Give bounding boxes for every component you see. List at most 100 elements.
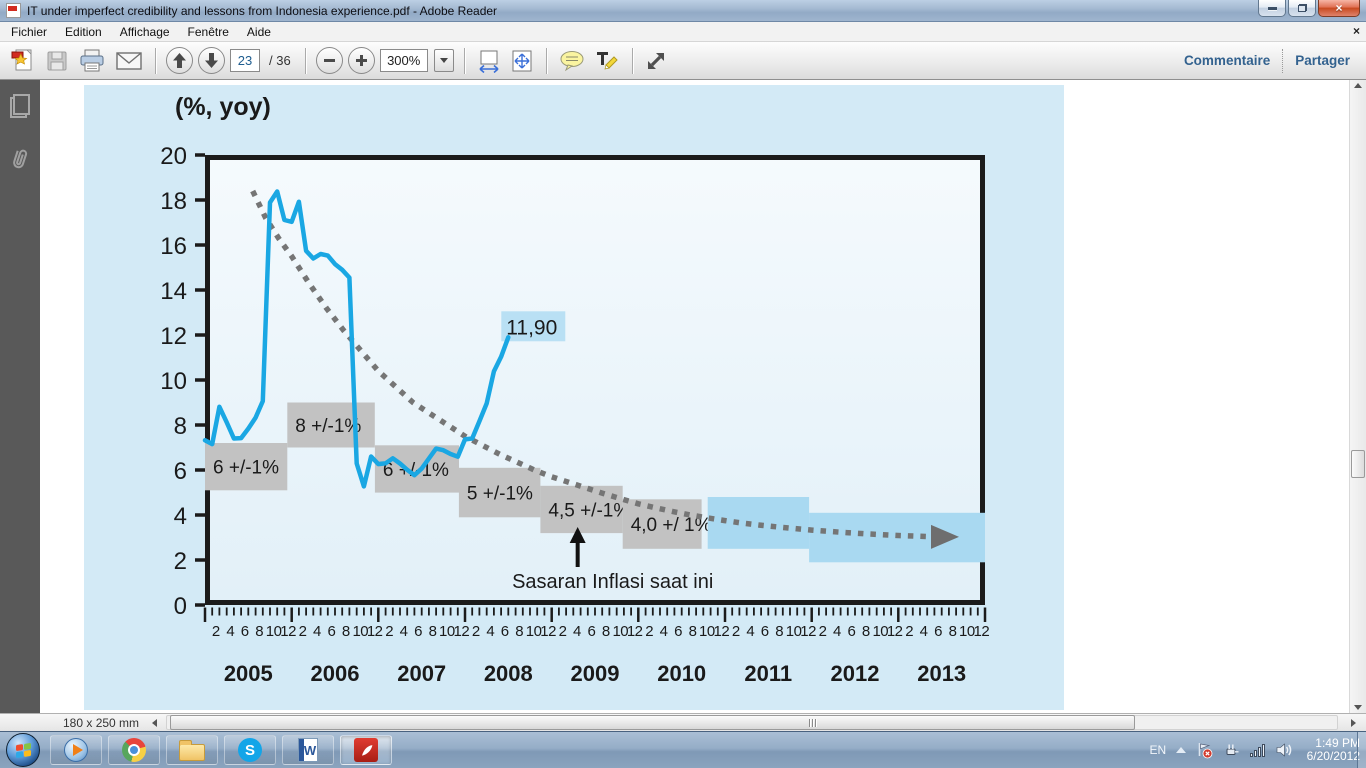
chart-title: (%, yoy) xyxy=(175,93,271,121)
month-tick-label: 4 xyxy=(833,623,841,640)
month-tick-label: 10 xyxy=(352,623,368,640)
language-indicator[interactable]: EN xyxy=(1149,743,1167,757)
year-label: 2011 xyxy=(744,661,792,686)
fit-width-button[interactable] xyxy=(475,47,503,75)
email-button[interactable] xyxy=(113,48,145,74)
menu-affichage[interactable]: Affichage xyxy=(119,24,170,39)
zoom-out-button[interactable] xyxy=(315,47,343,74)
create-pdf-button[interactable] xyxy=(8,45,38,77)
taskbar-skype[interactable]: S xyxy=(224,735,276,765)
highlight-text-button[interactable] xyxy=(592,48,622,74)
next-page-button[interactable] xyxy=(198,47,225,74)
target-band-label-2: 6 +/-1% xyxy=(383,460,449,481)
close-document-icon[interactable]: × xyxy=(1352,24,1360,38)
month-tick-label: 12 xyxy=(367,623,383,640)
email-icon xyxy=(116,51,142,70)
scroll-right-icon[interactable] xyxy=(1351,719,1356,727)
show-hidden-icons-icon[interactable] xyxy=(1176,747,1187,753)
network-signal-icon[interactable] xyxy=(1250,743,1265,757)
restore-button[interactable] xyxy=(1288,0,1316,17)
zoom-dropdown-button[interactable] xyxy=(433,49,454,72)
taskbar-windows-explorer[interactable] xyxy=(166,735,218,765)
comment-bubble-button[interactable] xyxy=(557,48,587,74)
start-button[interactable] xyxy=(6,733,40,767)
year-label: 2009 xyxy=(571,661,620,686)
month-tick-label: 2 xyxy=(645,623,653,640)
volume-speaker-icon[interactable] xyxy=(1275,742,1293,758)
share-panel-button[interactable]: Partager xyxy=(1295,53,1350,68)
month-tick-label: 10 xyxy=(959,623,975,640)
month-tick-label: 2 xyxy=(212,623,220,640)
toolbar-separator xyxy=(304,47,306,74)
target-band-label-0: 6 +/-1% xyxy=(213,458,279,479)
horizontal-scrollbar-thumb[interactable] xyxy=(170,715,1135,730)
menu-fenetre[interactable]: Fenêtre xyxy=(187,24,229,39)
taskbar-windows-media-player[interactable] xyxy=(50,735,102,765)
arrow-down-icon xyxy=(205,53,218,68)
close-button[interactable]: × xyxy=(1318,0,1360,17)
document-canvas[interactable]: 6 +/-1% 8 +/-1% 6 +/-1% 5 +/-1% 4,5 +/-1% 4,0… xyxy=(40,80,1349,713)
y-tick-label: 8 xyxy=(174,413,187,440)
clock-date: 6/20/2012 xyxy=(1306,749,1360,763)
month-tick-label: 4 xyxy=(746,623,754,640)
previous-page-button[interactable] xyxy=(166,47,193,74)
month-tick-label: 12 xyxy=(540,623,556,640)
minimize-button[interactable] xyxy=(1258,0,1286,17)
target-band-1 xyxy=(287,402,375,448)
month-tick-label: 4 xyxy=(660,623,668,640)
zoom-in-button[interactable] xyxy=(347,47,375,74)
vertical-scrollbar[interactable] xyxy=(1349,80,1366,713)
restore-icon xyxy=(1297,4,1307,12)
menu-fichier[interactable]: Fichier xyxy=(11,24,48,39)
action-center-flag-icon[interactable] xyxy=(1196,742,1213,759)
month-tick-label: 8 xyxy=(602,623,610,640)
zoom-level-input[interactable]: 300% xyxy=(379,49,428,72)
safely-remove-hardware-icon[interactable] xyxy=(1223,742,1240,759)
page-number-input[interactable]: 23 xyxy=(230,49,260,72)
fit-page-icon xyxy=(512,50,532,71)
y-tick-label: 16 xyxy=(160,233,187,260)
vertical-scrollbar-thumb[interactable] xyxy=(1351,450,1365,478)
attachments-paperclip-icon[interactable] xyxy=(8,146,32,174)
window-title: IT under imperfect credibility and lesso… xyxy=(27,3,498,18)
y-tick-label: 0 xyxy=(174,593,187,620)
taskbar-adobe-reader[interactable] xyxy=(340,735,392,765)
year-label: 2007 xyxy=(397,661,446,686)
taskbar-google-chrome[interactable] xyxy=(108,735,160,765)
comment-panel-button[interactable]: Commentaire xyxy=(1183,53,1271,68)
month-tick-label: 12 xyxy=(714,623,730,640)
month-tick-label: 6 xyxy=(241,623,249,640)
month-tick-label: 8 xyxy=(689,623,697,640)
taskbar-clock[interactable]: 1:49 PM 6/20/2012 xyxy=(1307,737,1360,763)
taskbar-microsoft-word[interactable]: W xyxy=(282,735,334,765)
month-tick-label: 6 xyxy=(934,623,942,640)
scroll-up-icon[interactable] xyxy=(1354,83,1362,88)
y-tick-label: 2 xyxy=(174,548,187,575)
menubar: Fichier Edition Affichage Fenêtre Aide × xyxy=(0,22,1366,42)
annotation-text: Sasaran Inflasi saat ini xyxy=(512,571,713,593)
scroll-down-icon[interactable] xyxy=(1354,705,1362,710)
month-tick-label: 6 xyxy=(587,623,595,640)
scroll-left-icon[interactable] xyxy=(152,719,157,727)
microsoft-word-icon: W xyxy=(298,738,318,762)
print-button[interactable] xyxy=(76,46,108,76)
chevron-down-icon xyxy=(439,58,448,63)
month-tick-label: 8 xyxy=(862,623,870,640)
month-tick-label: 6 xyxy=(847,623,855,640)
menu-edition[interactable]: Edition xyxy=(65,24,102,39)
show-desktop-button[interactable] xyxy=(1357,732,1366,768)
highlight-text-icon xyxy=(596,51,618,69)
fullscreen-button[interactable] xyxy=(643,48,669,74)
menu-aide[interactable]: Aide xyxy=(246,24,271,39)
month-tick-label: 2 xyxy=(299,623,307,640)
month-tick-label: 8 xyxy=(949,623,957,640)
month-tick-label: 4 xyxy=(573,623,581,640)
page-thumbnails-icon[interactable] xyxy=(10,94,30,118)
save-button[interactable] xyxy=(43,47,71,75)
month-tick-label: 2 xyxy=(472,623,480,640)
system-tray: EN xyxy=(1149,732,1366,768)
fullscreen-icon xyxy=(647,52,664,69)
y-tick-label: 12 xyxy=(160,323,187,350)
fit-page-button[interactable] xyxy=(508,47,536,75)
